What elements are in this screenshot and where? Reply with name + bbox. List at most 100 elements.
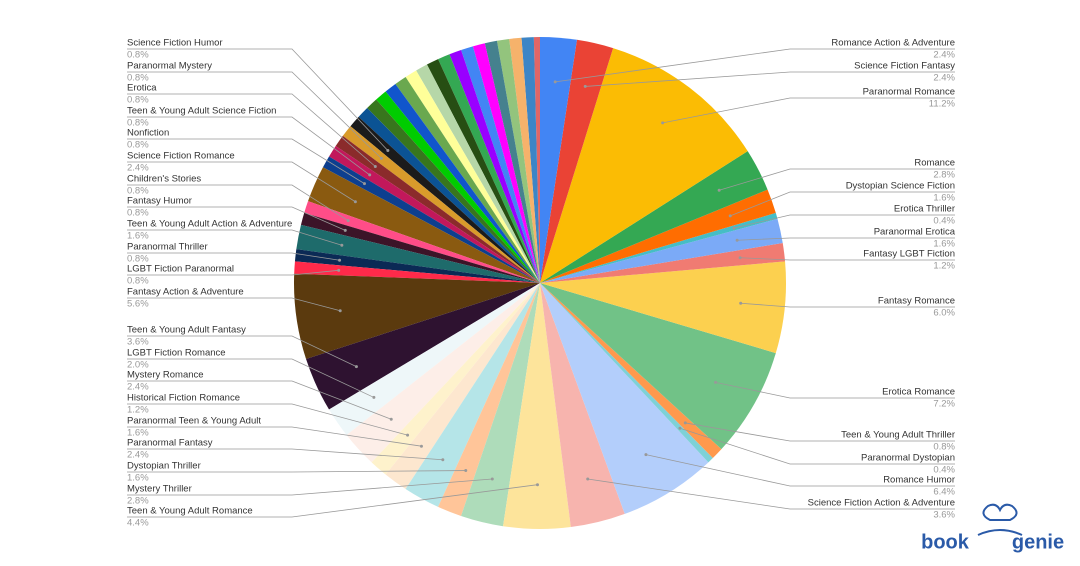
data-label: 0.8%	[127, 118, 149, 129]
leader-line	[585, 71, 955, 87]
pie-slice	[395, 76, 540, 283]
leader-dot	[389, 417, 393, 421]
data-label: 0.8%	[127, 140, 149, 151]
logo-icon	[982, 503, 1018, 521]
pie-slice	[540, 242, 786, 283]
pie-slice	[449, 50, 540, 283]
data-label: 1.6%	[127, 473, 149, 484]
leader-dot	[739, 301, 743, 305]
leader-line	[127, 426, 422, 447]
legend-label: Paranormal Mystery	[127, 61, 212, 72]
data-label: 0.8%	[127, 95, 149, 106]
legend-label: Teen & Young Adult Thriller	[841, 430, 955, 441]
data-label: 2.0%	[127, 360, 149, 371]
legend-label: Teen & Young Adult Fantasy	[127, 325, 246, 336]
pie-slice	[416, 64, 540, 283]
pie-slice	[308, 167, 540, 283]
leader-dot	[419, 444, 423, 448]
leader-line	[127, 252, 340, 261]
leader-line	[127, 335, 357, 367]
legend-label: Fantasy Action & Adventure	[127, 287, 244, 298]
legend-label: Nonfiction	[127, 128, 169, 139]
leader-line	[127, 184, 349, 222]
pie-slice	[540, 151, 768, 283]
pie-slice	[540, 37, 577, 283]
data-label: 0.8%	[127, 276, 149, 287]
pie-slice	[540, 212, 778, 283]
leader-line	[715, 382, 955, 399]
leader-line	[127, 138, 365, 184]
data-label: 6.0%	[933, 308, 955, 319]
pie-slice	[503, 283, 571, 529]
pie-slice	[438, 283, 540, 516]
leader-line	[127, 206, 346, 231]
data-label: 1.6%	[127, 428, 149, 439]
pie-slice	[533, 37, 540, 283]
legend-label: Paranormal Erotica	[874, 227, 956, 238]
pie-slice	[306, 283, 540, 410]
leader-line	[662, 97, 955, 124]
pie-slice	[426, 59, 540, 284]
legend-label: Romance Action & Adventure	[831, 38, 955, 49]
data-label: 7.2%	[933, 399, 955, 410]
pie-slice	[294, 249, 540, 283]
data-label: 0.8%	[127, 50, 149, 61]
leader-line	[127, 116, 370, 176]
pie-slice	[438, 54, 540, 283]
leader-dot	[535, 483, 539, 487]
data-label: 11.2%	[929, 99, 956, 110]
logo-text: genie	[1012, 531, 1064, 553]
leader-line	[685, 422, 955, 442]
leader-dot	[583, 84, 587, 88]
leader-dot	[373, 164, 377, 168]
legend-label: Fantasy Humor	[127, 196, 192, 207]
data-label: 2.8%	[933, 170, 955, 181]
legend-label: Mystery Romance	[127, 370, 204, 381]
pie-slice	[350, 116, 540, 283]
data-label: 1.2%	[127, 405, 149, 416]
data-label: 2.4%	[127, 382, 149, 393]
leader-dot	[683, 421, 687, 425]
leader-dot	[362, 182, 366, 186]
leader-line	[127, 380, 392, 420]
leader-line	[740, 302, 955, 308]
logo: book genie	[921, 503, 1064, 553]
leader-line	[737, 237, 955, 241]
pie-slice	[367, 99, 540, 284]
pie-slice	[376, 91, 540, 283]
leader-dot	[553, 80, 557, 84]
data-label: 2.4%	[933, 73, 955, 84]
data-label: 5.6%	[127, 299, 149, 310]
leader-line	[127, 484, 538, 518]
leader-dot	[678, 426, 682, 430]
leader-dot	[372, 395, 376, 399]
leader-dot	[338, 258, 342, 262]
leader-dot	[340, 243, 344, 247]
pie-slice	[484, 40, 540, 283]
legend-label: Paranormal Thriller	[127, 242, 208, 253]
leader-line	[587, 478, 955, 510]
pie-slice	[405, 70, 540, 283]
data-label: 0.8%	[127, 186, 149, 197]
legend-label: Erotica	[127, 83, 157, 94]
pie-slice	[540, 283, 722, 459]
leader-dot	[346, 219, 350, 223]
legend-label: Erotica Thriller	[894, 204, 955, 215]
pie-slice	[335, 135, 540, 283]
pie-slice	[300, 212, 540, 283]
leader-dot	[406, 433, 410, 437]
pie-slice	[371, 283, 540, 475]
leader-line	[127, 71, 382, 159]
leader-dot	[338, 309, 342, 313]
data-label: 1.2%	[933, 261, 955, 272]
leader-line	[127, 403, 408, 436]
leader-dot	[714, 380, 718, 384]
logo-text: book	[921, 531, 970, 553]
pie-slice	[385, 283, 540, 490]
pie-slice	[540, 218, 783, 283]
data-label: 0.4%	[933, 216, 955, 227]
pie-slice	[358, 107, 540, 284]
leader-dot	[354, 365, 358, 369]
data-label: 1.6%	[933, 193, 955, 204]
data-label: 2.4%	[127, 163, 149, 174]
